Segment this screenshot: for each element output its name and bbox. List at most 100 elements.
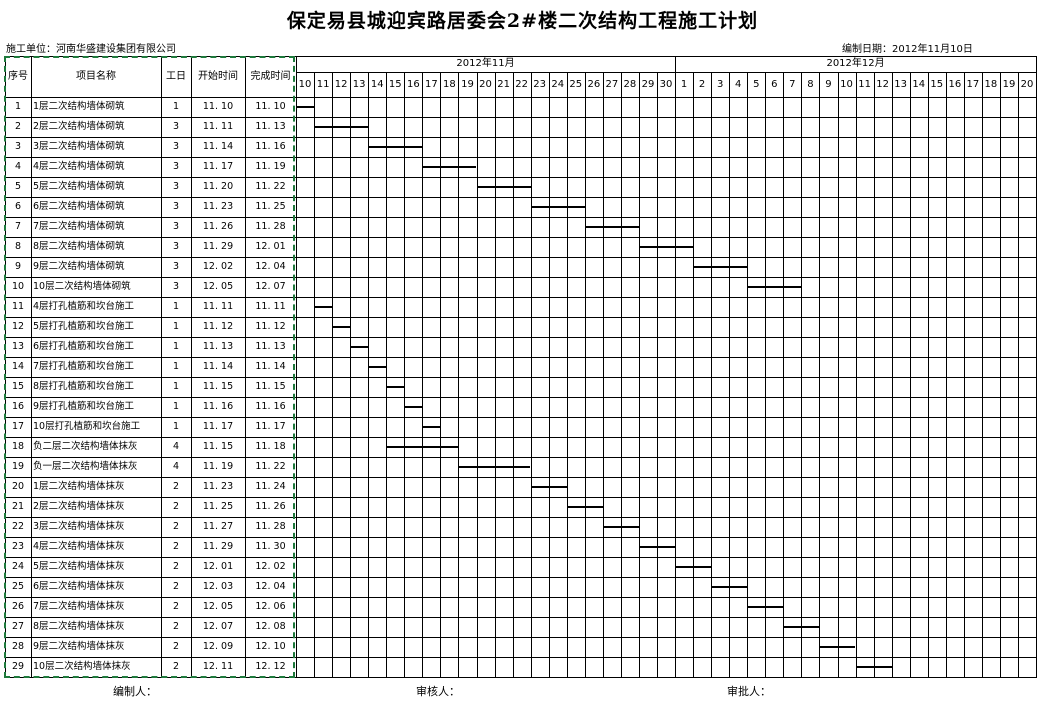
gantt-bar <box>567 506 603 508</box>
day-column-line <box>729 72 730 678</box>
row-line <box>5 297 1037 298</box>
task-days: 1 <box>172 381 180 392</box>
task-start: 12. 01 <box>202 561 234 572</box>
task-days: 3 <box>172 241 180 252</box>
row-line <box>5 217 1037 218</box>
task-end: 11. 28 <box>255 221 286 232</box>
task-days: 2 <box>172 561 180 572</box>
task-name: 7层二次结构墙体砌筑 <box>33 221 125 232</box>
task-end: 11. 28 <box>255 521 286 532</box>
task-number: 27 <box>11 621 25 632</box>
column-header-end[interactable]: 完成时间 <box>250 71 291 82</box>
day-column-line <box>603 72 604 678</box>
day-header: 25 <box>569 79 583 90</box>
task-end: 11. 12 <box>255 321 286 332</box>
task-days: 3 <box>172 201 180 212</box>
day-column-line <box>946 72 947 678</box>
day-column-line <box>838 72 839 678</box>
task-name: 3层二次结构墙体砌筑 <box>33 141 125 152</box>
gantt-bar <box>477 186 531 188</box>
day-column-line <box>350 72 351 678</box>
day-column-line <box>982 72 983 678</box>
day-column-line <box>801 72 802 678</box>
gantt-bar <box>585 226 639 228</box>
column-line <box>296 56 297 678</box>
task-days: 1 <box>172 401 180 412</box>
gantt-bar <box>422 166 476 168</box>
column-header-start[interactable]: 开始时间 <box>198 71 238 82</box>
row-line <box>5 537 1037 538</box>
gantt-bar <box>747 286 801 288</box>
task-days: 4 <box>172 441 180 452</box>
day-column-line <box>585 72 586 678</box>
gantt-bar <box>368 366 386 368</box>
task-name: 5层打孔植筋和坎台施工 <box>33 321 135 332</box>
day-header: 18 <box>443 79 456 90</box>
task-start: 11. 26 <box>202 221 234 232</box>
day-header: 12 <box>334 79 348 90</box>
day-column-line <box>874 72 875 678</box>
day-header: 21 <box>497 79 510 90</box>
gantt-bar <box>603 526 639 528</box>
day-header: 12 <box>876 79 889 90</box>
task-end: 11. 16 <box>255 401 286 412</box>
task-name: 负一层二次结构墙体抹灰 <box>33 461 138 472</box>
cell-selection-marquee <box>4 56 295 678</box>
day-column-line <box>1000 72 1001 678</box>
task-end: 12. 01 <box>255 241 286 252</box>
task-name: 1层二次结构墙体抹灰 <box>33 481 125 492</box>
day-header: 20 <box>1020 79 1034 90</box>
task-name: 10层打孔植筋和坎台施工 <box>33 421 141 432</box>
day-header: 16 <box>948 79 962 90</box>
day-column-line <box>477 72 478 678</box>
task-number: 8 <box>14 241 22 252</box>
gantt-bar <box>639 546 675 548</box>
day-column-line <box>964 72 965 678</box>
gantt-bar <box>693 266 747 268</box>
task-number: 3 <box>14 141 22 152</box>
task-end: 12. 07 <box>255 281 286 292</box>
day-header: 2 <box>698 79 706 90</box>
task-end: 11. 13 <box>255 341 286 352</box>
task-start: 11. 11 <box>202 121 234 132</box>
page-title: 保定易县城迎宾路居委会2#楼二次结构工程施工计划 <box>286 10 759 32</box>
task-end: 11. 19 <box>255 161 286 172</box>
day-header: 10 <box>840 79 853 90</box>
day-header: 11 <box>316 79 330 90</box>
task-start: 11. 15 <box>202 381 234 392</box>
task-number: 14 <box>11 361 25 372</box>
task-number: 13 <box>11 341 25 352</box>
task-start: 11. 25 <box>202 501 234 512</box>
row-line <box>5 577 1037 578</box>
task-name: 1层二次结构墙体砌筑 <box>33 101 125 112</box>
task-start: 11. 10 <box>202 101 234 112</box>
day-header: 8 <box>807 79 814 90</box>
task-end: 11. 24 <box>255 481 286 492</box>
task-days: 2 <box>172 501 180 512</box>
day-column-line <box>440 72 441 678</box>
day-header: 14 <box>370 79 384 90</box>
column-header-name[interactable]: 项目名称 <box>76 71 116 82</box>
gantt-bar <box>711 586 747 588</box>
day-header: 16 <box>406 79 420 90</box>
gantt-bar <box>458 466 530 468</box>
task-name: 3层二次结构墙体抹灰 <box>33 521 125 532</box>
task-number: 12 <box>11 321 25 332</box>
day-header: 24 <box>551 79 565 90</box>
task-end: 11. 22 <box>255 181 286 192</box>
day-column-line <box>765 72 766 678</box>
task-end: 11. 18 <box>255 441 286 452</box>
day-column-line <box>621 72 622 678</box>
gantt-bar <box>531 206 585 208</box>
column-header-no[interactable]: 序号 <box>8 71 28 82</box>
gantt-bar <box>404 406 422 408</box>
column-header-days[interactable]: 工日 <box>166 71 186 82</box>
row-line <box>5 437 1037 438</box>
header-bottom-line <box>5 97 1037 98</box>
day-column-line <box>404 72 405 678</box>
day-header: 20 <box>479 79 492 90</box>
row-line <box>5 477 1037 478</box>
task-start: 11. 29 <box>202 541 234 552</box>
day-header: 19 <box>461 79 474 90</box>
task-end: 11. 11 <box>255 301 286 312</box>
